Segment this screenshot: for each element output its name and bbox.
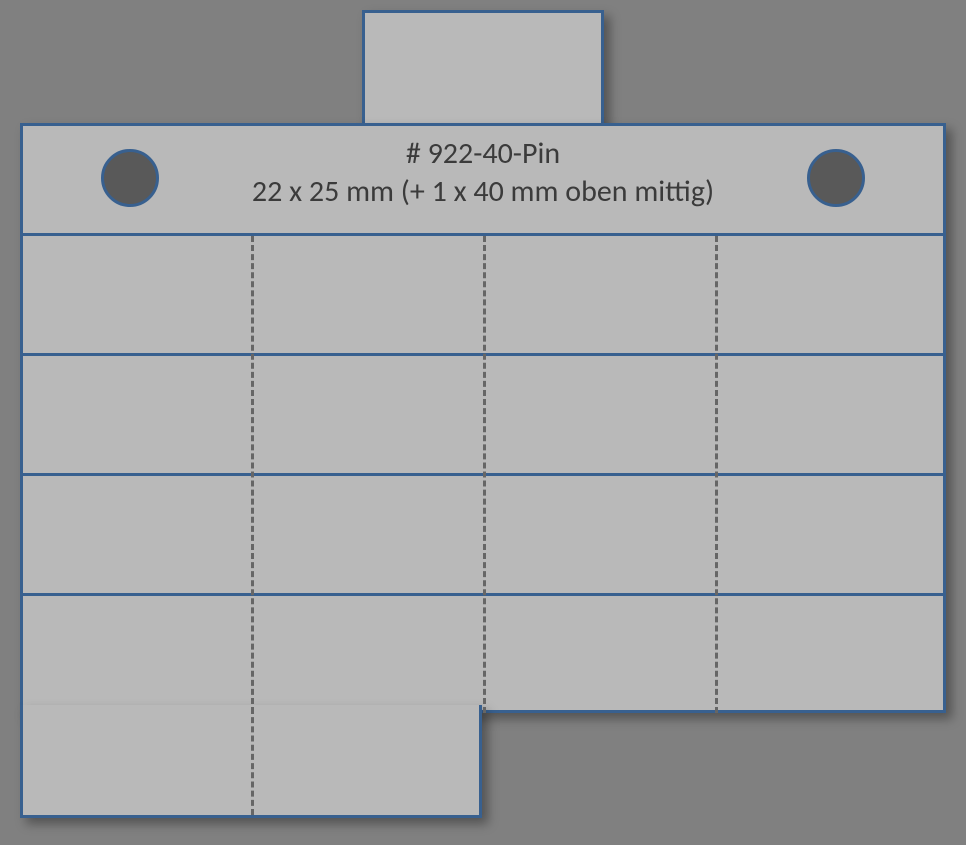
subtitle-text: 22 x 25 mm (+ 1 x 40 mm oben mittig): [20, 173, 946, 211]
header-label: # 922-40-Pin22 x 25 mm (+ 1 x 40 mm oben…: [20, 135, 946, 235]
top-tab: [362, 10, 604, 131]
dashed-guide: [483, 236, 486, 713]
title-text: # 922-40-Pin: [20, 135, 946, 173]
dashed-guide: [251, 236, 254, 713]
dashed-guide: [715, 236, 718, 713]
diagram-canvas: # 922-40-Pin22 x 25 mm (+ 1 x 40 mm oben…: [0, 0, 966, 845]
dashed-guide: [251, 708, 254, 815]
